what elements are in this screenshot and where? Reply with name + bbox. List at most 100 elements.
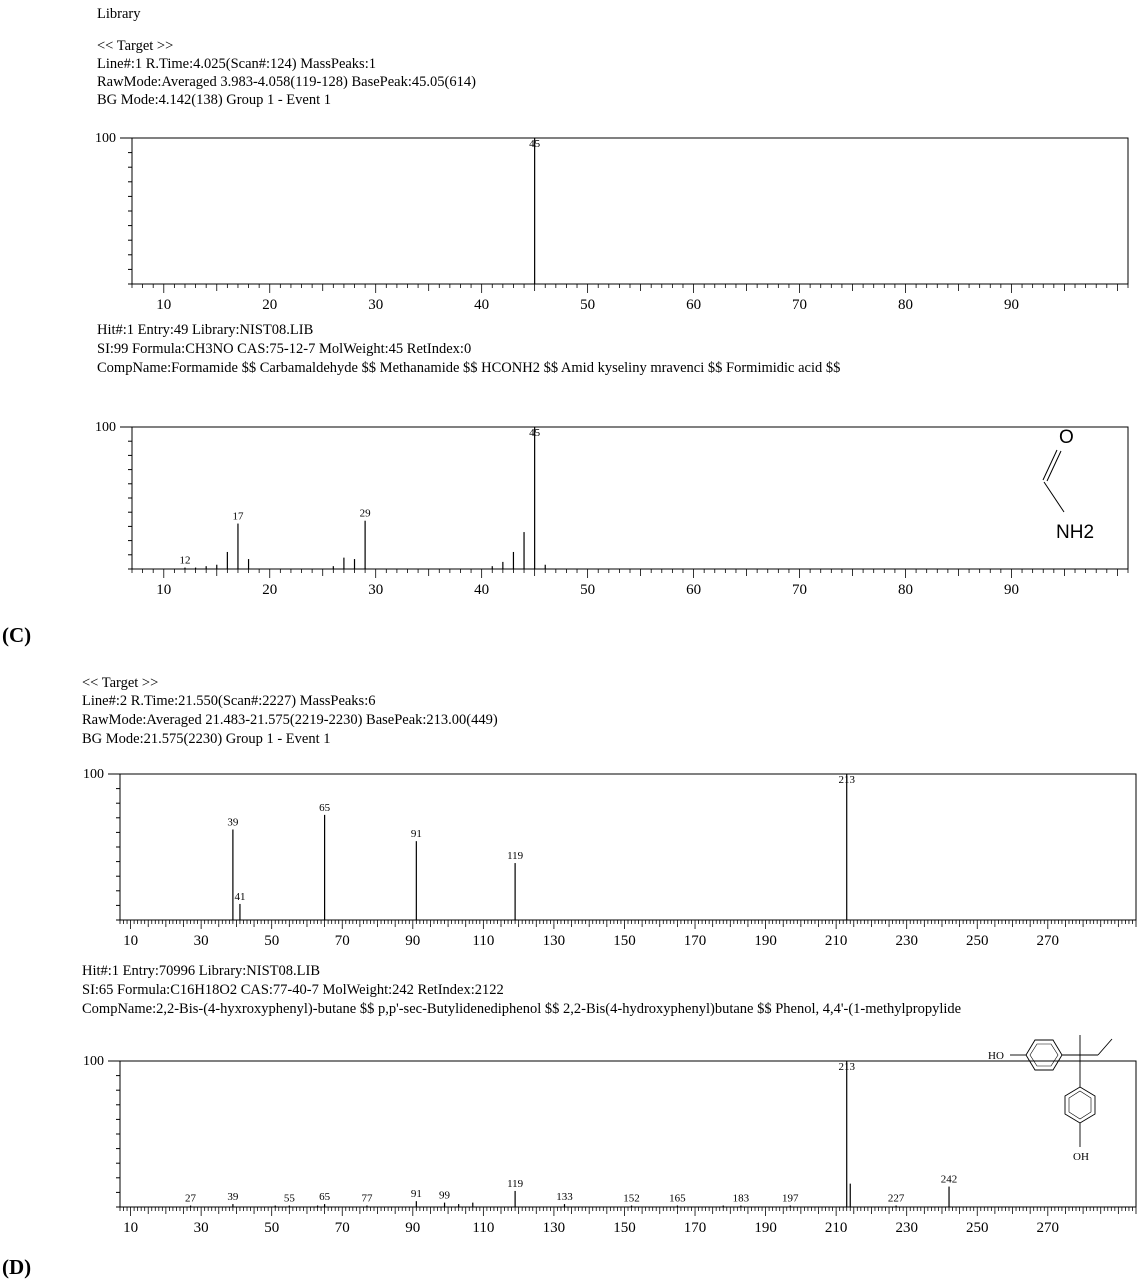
x-tick-label: 40 (474, 582, 489, 598)
x-tick-label: 30 (368, 582, 383, 598)
x-tick-label: 250 (966, 933, 989, 949)
x-tick-label: 130 (543, 1220, 566, 1236)
formamide-structure: O NH2 (1042, 427, 1094, 540)
peak-label: 39 (227, 1191, 239, 1203)
x-tick-label: 20 (262, 297, 277, 313)
bisphenol-b-structure: HO OH (988, 1035, 1113, 1163)
x-tick-label: 10 (123, 933, 138, 949)
target-raw-mode: RawMode:Averaged 21.483-21.575(2219-2230… (82, 712, 498, 728)
x-tick-label: 30 (194, 933, 209, 949)
target-line-info: Line#:1 R.Time:4.025(Scan#:124) MassPeak… (97, 56, 376, 72)
y-axis-max-label: 100 (95, 420, 116, 435)
x-tick-label: 270 (1037, 933, 1060, 949)
peak-label: 12 (179, 555, 190, 567)
x-tick-label: 170 (684, 933, 707, 949)
peak-label: 197 (782, 1193, 799, 1205)
x-tick-label: 10 (123, 1220, 138, 1236)
x-tick-label: 270 (1037, 1220, 1060, 1236)
peak-label: 41 (234, 891, 245, 903)
x-tick-label: 130 (543, 933, 566, 949)
x-tick-label: 90 (405, 933, 420, 949)
y-axis-max-label: 100 (83, 767, 104, 782)
x-tick-label: 210 (825, 933, 848, 949)
panel-label-d: (D) (2, 1255, 32, 1279)
y-axis-max-label: 100 (95, 131, 116, 146)
x-tick-label: 80 (898, 582, 913, 598)
x-tick-label: 70 (335, 933, 350, 949)
hit-line-info: Hit#:1 Entry:49 Library:NIST08.LIB (97, 322, 314, 338)
x-tick-label: 70 (792, 582, 807, 598)
x-tick-label: 10 (156, 582, 171, 598)
peak-label: 27 (185, 1193, 197, 1205)
peak-label: 55 (284, 1193, 296, 1205)
x-tick-label: 70 (792, 297, 807, 313)
peak-label: 227 (888, 1193, 905, 1205)
peak-label: 45 (529, 138, 541, 150)
x-tick-label: 50 (580, 297, 595, 313)
peak-label: 99 (439, 1190, 451, 1202)
peak-label: 45 (529, 427, 541, 439)
hit-formula-line: SI:65 Formula:C16H18O2 CAS:77-40-7 MolWe… (82, 982, 504, 998)
peak-label: 91 (411, 1188, 422, 1200)
x-tick-label: 90 (405, 1220, 420, 1236)
target-heading: << Target >> (97, 38, 174, 54)
peak-label: 77 (361, 1193, 373, 1205)
x-tick-label: 70 (335, 1220, 350, 1236)
peak-label: 133 (556, 1191, 573, 1203)
x-tick-label: 250 (966, 1220, 989, 1236)
peak-label: 65 (319, 802, 331, 814)
x-tick-label: 40 (474, 297, 489, 313)
library-spectrum-c: 100 10 20 30 40 50 60 70 80 90 12 17 29 45 (95, 420, 1129, 598)
peak-label: 17 (232, 511, 244, 523)
target-bg-mode: BG Mode:4.142(138) Group 1 - Event 1 (97, 92, 331, 108)
library-label: Library (97, 6, 141, 22)
peak-label: 213 (838, 774, 855, 786)
structure-amine: NH2 (1056, 522, 1094, 540)
x-tick-label: 30 (194, 1220, 209, 1236)
x-tick-label: 110 (472, 1220, 494, 1236)
peak-label: 183 (733, 1193, 750, 1205)
structure-oh: OH (1073, 1151, 1089, 1163)
x-tick-label: 150 (613, 933, 636, 949)
hit-compound-names: CompName:2,2-Bis-(4-hyxroxyphenyl)-butan… (82, 1001, 962, 1017)
peak-label: 165 (669, 1193, 686, 1205)
x-tick-label: 230 (895, 933, 918, 949)
x-tick-label: 60 (686, 582, 701, 598)
peak-label: 65 (319, 1191, 331, 1203)
target-spectrum-c: 100 10 20 30 40 50 60 70 80 90 45 (95, 131, 1129, 313)
x-tick-label: 50 (264, 933, 279, 949)
x-tick-label: 90 (1004, 297, 1019, 313)
structure-ho: HO (988, 1050, 1004, 1062)
x-tick-label: 230 (895, 1220, 918, 1236)
x-tick-label: 20 (262, 582, 277, 598)
peak-label: 91 (411, 828, 422, 840)
hit-line-info: Hit#:1 Entry:70996 Library:NIST08.LIB (82, 963, 321, 979)
target-line-info: Line#:2 R.Time:21.550(Scan#:2227) MassPe… (82, 693, 376, 709)
peak-label: 213 (838, 1061, 855, 1073)
x-tick-label: 50 (264, 1220, 279, 1236)
hit-formula-line: SI:99 Formula:CH3NO CAS:75-12-7 MolWeigh… (97, 341, 472, 357)
peak-label: 119 (507, 850, 524, 862)
target-raw-mode: RawMode:Averaged 3.983-4.058(119-128) Ba… (97, 74, 476, 90)
x-tick-label: 90 (1004, 582, 1019, 598)
target-spectrum-d: 100 10 30 50 70 90 110 130 150 170 190 210 230 250 270… (83, 767, 1137, 949)
x-tick-label: 60 (686, 297, 701, 313)
x-tick-label: 110 (472, 933, 494, 949)
structure-oxygen: O (1059, 427, 1074, 448)
x-tick-label: 170 (684, 1220, 707, 1236)
peak-label: 39 (227, 816, 239, 828)
peak-label: 29 (360, 508, 372, 520)
y-axis-max-label: 100 (83, 1054, 104, 1069)
hit-compound-names: CompName:Formamide $$ Carbamaldehyde $$ … (97, 360, 841, 376)
x-tick-label: 80 (898, 297, 913, 313)
peak-label: 242 (941, 1174, 958, 1186)
x-tick-label: 30 (368, 297, 383, 313)
x-tick-label: 210 (825, 1220, 848, 1236)
x-tick-label: 190 (754, 933, 777, 949)
x-tick-label: 50 (580, 582, 595, 598)
panel-label-c: (C) (2, 623, 32, 647)
target-heading: << Target >> (82, 675, 159, 691)
x-tick-label: 190 (754, 1220, 777, 1236)
x-tick-label: 10 (156, 297, 171, 313)
